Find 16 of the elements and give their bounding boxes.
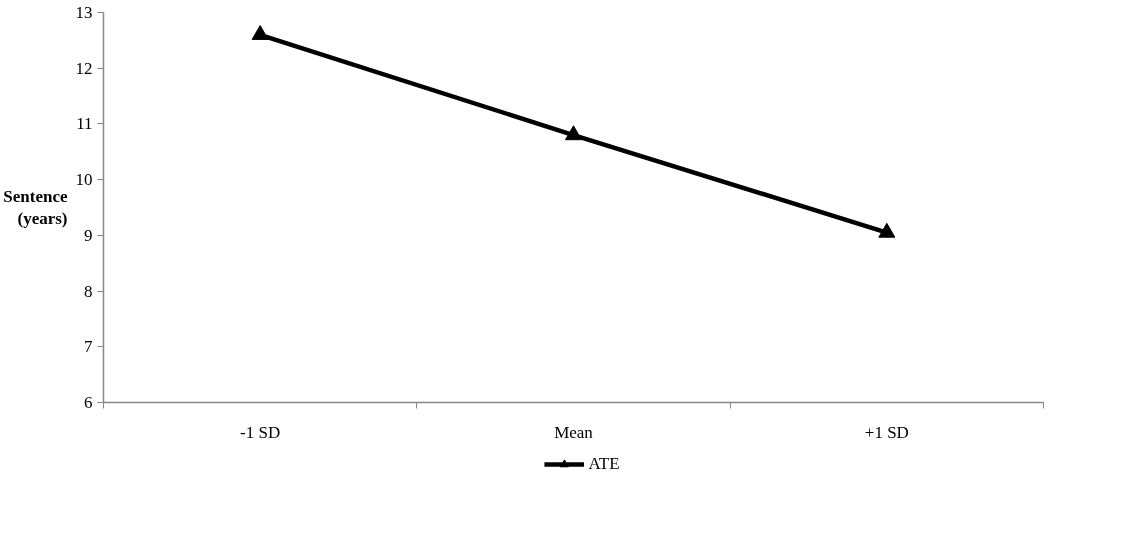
y-tick-label: 8 [84,281,93,301]
y-tick-label: 6 [84,393,93,412]
y-axis-title: Sentence (years) [3,186,68,229]
y-tick-label: 12 [75,58,93,78]
y-tick-label: 9 [84,225,93,245]
legend-label: ATE [588,454,620,474]
x-tick-label: Mean [554,422,594,442]
point [878,222,896,238]
point [251,25,269,40]
x-tick-label: -1 SD [240,422,281,442]
y-tick-label: 10 [75,170,93,190]
y-tick-label: 13 [75,3,93,22]
y-tick-label: 7 [84,337,93,357]
point [565,125,582,141]
x-tick-label: +1 SD [864,422,909,442]
y-tick-label: 11 [76,114,93,134]
